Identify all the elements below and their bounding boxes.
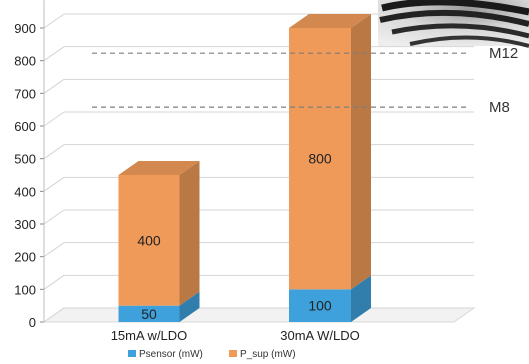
gridline-depth [43,307,65,323]
x-axis: 15mA w/LDO 30mA W/LDO [111,328,360,343]
legend: Psensor (mW) P_sup (mW) [128,349,296,360]
y-tick-label: 800 [14,54,36,69]
legend-swatch [229,350,237,357]
legend-label: P_sup (mW) [240,349,296,360]
y-tick-label: 0 [29,315,36,330]
y-tick-label: 100 [14,282,36,297]
gridline-depth [43,46,65,62]
gridline-depth [43,111,65,127]
y-axis: 0 100 200 300 400 500 600 700 800 900 [14,0,45,330]
gridline-depth [43,209,65,225]
legend-label: Psensor (mW) [139,349,203,360]
x-tick-label: 15mA w/LDO [111,328,188,343]
gridline-depth [43,176,65,192]
y-tick-label: 500 [14,152,36,167]
data-label: 50 [141,306,157,322]
bar-segment [118,291,200,322]
x-tick-label: 30mA W/LDO [280,328,359,343]
reference-line-label: M12 [489,45,518,62]
gridline-depth [43,78,65,94]
y-tick-label: 300 [14,217,36,232]
y-tick-label: 600 [14,119,36,134]
y-tick-label: 200 [14,250,36,265]
gridline-depth [43,144,65,160]
gridline-depth [43,13,65,29]
reference-line-label: M8 [489,99,510,116]
cable-photo [378,0,529,48]
chart-floor [42,307,476,323]
gridline-depth [43,274,65,290]
bar-segment [289,275,371,322]
data-label: 400 [137,232,161,248]
bar-segment [289,14,371,290]
y-tick-label: 700 [14,86,36,101]
bars: 50 400 100 800 [118,14,371,322]
legend-swatch [128,350,136,357]
y-tick-label: 900 [14,21,36,36]
reference-lines: M12 M8 [92,45,518,116]
grid [42,13,476,323]
data-label: 800 [308,151,332,167]
y-tick-label: 400 [14,184,36,199]
data-label: 100 [308,298,332,314]
gridline-depth [43,242,65,258]
bar-segment [118,161,200,306]
